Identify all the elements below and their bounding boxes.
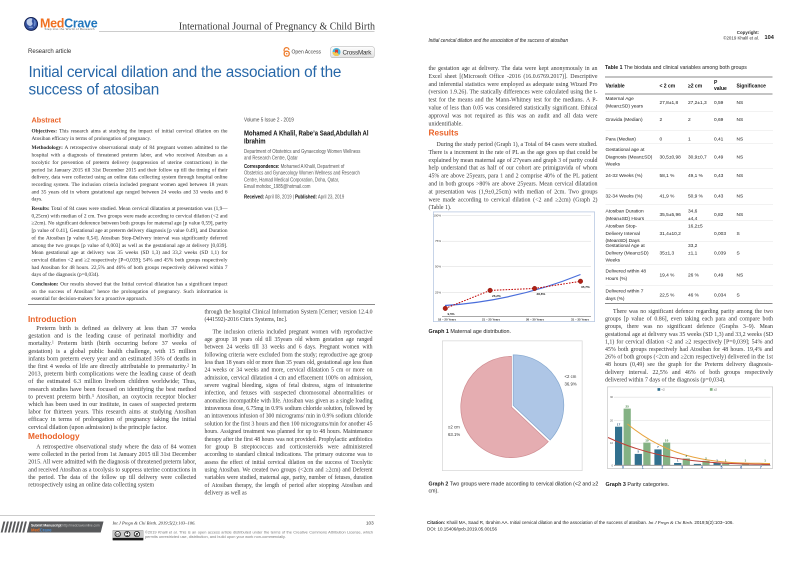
svg-text:7: 7 (760, 466, 762, 469)
svg-text:| http://medcraveonline.com: | http://medcraveonline.com (61, 524, 100, 528)
svg-text:7: 7 (657, 445, 659, 449)
svg-text:1: 1 (745, 459, 747, 463)
svg-text:36.9%: 36.9% (565, 382, 577, 387)
svg-text:MedCrave: MedCrave (31, 528, 52, 533)
svg-text:25%: 25% (435, 291, 441, 295)
svg-text:18 – 20 Years: 18 – 20 Years (438, 318, 457, 322)
svg-text:1: 1 (677, 459, 679, 463)
svg-text:6: 6 (740, 466, 742, 469)
svg-text:30: 30 (610, 395, 613, 399)
svg-text:1: 1 (725, 459, 727, 463)
svg-text:21 – 25 Years: 21 – 25 Years (482, 318, 501, 322)
svg-text:≥2: ≥2 (714, 388, 718, 392)
svg-text:35,7%: 35,7% (581, 285, 590, 289)
svg-text:31 – 35 Years: 31 – 35 Years (571, 318, 590, 322)
svg-text:1: 1 (716, 459, 718, 463)
svg-text:4: 4 (701, 466, 703, 469)
svg-text:28,8%: 28,8% (536, 292, 545, 296)
svg-text:26 – 30 Years: 26 – 30 Years (526, 318, 545, 322)
svg-text:<2: <2 (661, 388, 665, 392)
svg-text:<2 cm: <2 cm (565, 374, 577, 379)
svg-text:100%: 100% (433, 213, 441, 217)
svg-text:3: 3 (681, 466, 683, 469)
svg-text:0: 0 (622, 466, 624, 469)
svg-text:10: 10 (645, 438, 649, 442)
svg-text:≥2 cm: ≥2 cm (448, 425, 460, 430)
svg-text:5: 5 (721, 466, 723, 469)
svg-text:25: 25 (626, 404, 630, 408)
svg-text:2: 2 (661, 466, 663, 469)
svg-text:10: 10 (665, 438, 669, 442)
svg-text:2: 2 (705, 457, 707, 461)
svg-text:10: 10 (610, 441, 613, 445)
svg-text:50%: 50% (435, 265, 441, 269)
svg-text:17: 17 (617, 423, 621, 427)
svg-text:cc: cc (116, 533, 120, 537)
svg-text:63.1%: 63.1% (448, 432, 460, 437)
svg-text:26,2%: 26,2% (492, 294, 501, 298)
svg-text:0: 0 (612, 463, 614, 467)
svg-text:$: $ (136, 532, 139, 536)
svg-text:3: 3 (685, 454, 687, 458)
svg-text:Submit Manuscript: Submit Manuscript (31, 524, 62, 528)
svg-text:9,5%: 9,5% (447, 312, 454, 316)
svg-text:1: 1 (764, 459, 766, 463)
svg-text:5: 5 (637, 450, 639, 454)
svg-text:1: 1 (642, 466, 644, 469)
svg-text:20: 20 (610, 419, 613, 423)
svg-text:75%: 75% (435, 239, 441, 243)
